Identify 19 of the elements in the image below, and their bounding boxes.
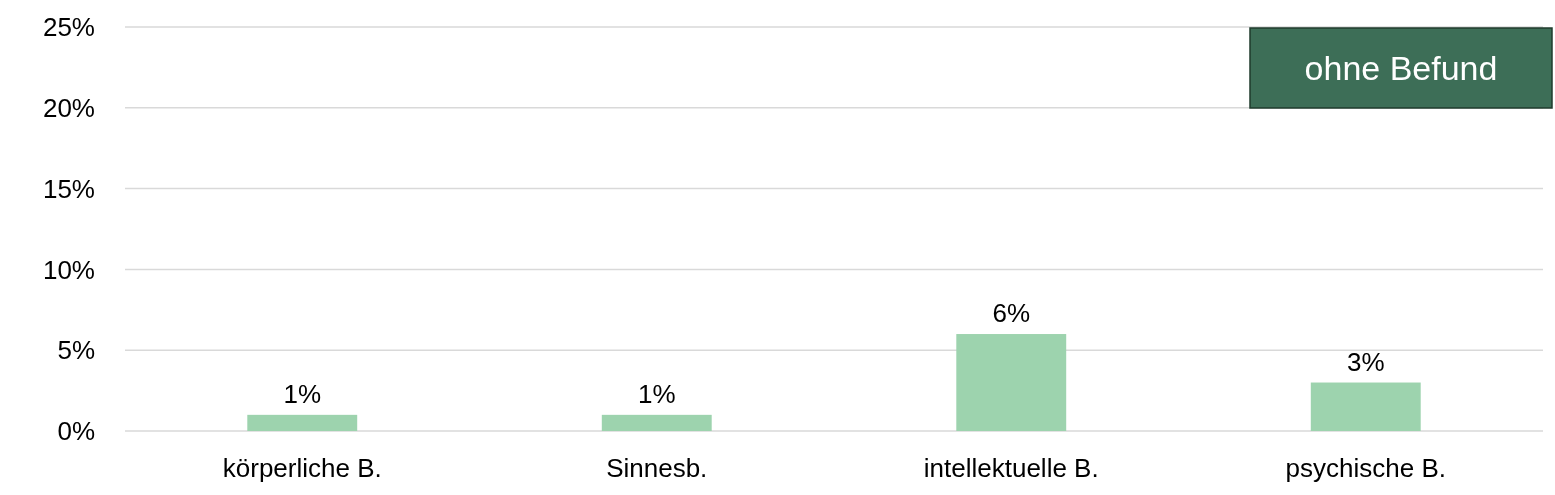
data-label: 6%	[992, 298, 1031, 329]
text: ohne Befund	[1304, 48, 1498, 87]
x-tick-label: Sinnesb.	[606, 453, 708, 483]
x-tick-label: körperliche B.	[222, 453, 382, 483]
y-tick-label: 0%	[57, 416, 95, 447]
data-label: 1%	[283, 378, 322, 409]
x-tick-label: intellektuelle B.	[923, 453, 1099, 483]
y-tick-label: 5%	[57, 335, 95, 366]
bar	[956, 334, 1067, 431]
y-tick-label: 25%	[42, 12, 95, 43]
y-tick-label: 15%	[42, 173, 95, 204]
data-label: 3%	[1346, 346, 1385, 377]
bar	[247, 414, 358, 431]
bar	[1310, 382, 1421, 431]
bar	[601, 414, 712, 431]
x-tick-label: psychische B.	[1285, 453, 1446, 483]
y-tick-label: 20%	[42, 92, 95, 123]
y-tick-label: 10%	[42, 254, 95, 285]
data-label: 1%	[637, 378, 676, 409]
